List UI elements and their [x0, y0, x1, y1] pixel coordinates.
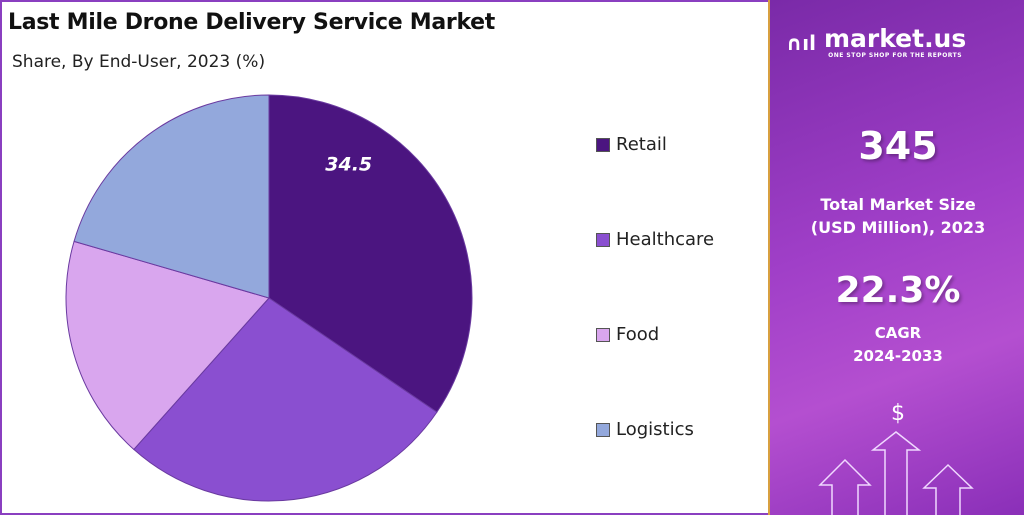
legend-item-healthcare: Healthcare [596, 229, 714, 250]
dollar-icon: $ [891, 401, 905, 426]
legend-label: Food [616, 324, 660, 345]
logo-name: market.us [823, 24, 967, 53]
logo-tagline: ONE STOP SHOP FOR THE REPORTS [828, 52, 963, 59]
pie-chart: 34.5 [65, 94, 473, 502]
cagr-period: 2024-2033 [853, 347, 943, 365]
legend-swatch [596, 422, 610, 437]
growth-arrows-icon [818, 431, 974, 515]
summary-panel: ∩ıl market.us ONE STOP SHOP FOR THE REPO… [768, 0, 1024, 515]
marketus-logo: ∩ıl market.us ONE STOP SHOP FOR THE REPO… [786, 24, 967, 60]
legend-swatch [596, 327, 610, 342]
pie-slice-logistics [73, 94, 270, 299]
legend-item-food: Food [596, 324, 659, 345]
market-size-label: Total Market Size [820, 195, 976, 214]
pie-slice-retail [268, 94, 473, 413]
legend-item-logistics: Logistics [596, 419, 694, 440]
chart-title: Last Mile Drone Delivery Service Market [8, 10, 496, 35]
legend-label: Healthcare [616, 229, 715, 250]
legend-item-retail: Retail [596, 134, 667, 155]
cagr-label: CAGR [874, 324, 922, 342]
pie-slice-healthcare [133, 297, 438, 502]
cagr-value: 22.3% [835, 270, 961, 311]
chart-subtitle: Share, By End-User, 2023 (%) [12, 52, 266, 72]
logo-mark-icon: ∩ıl [786, 30, 816, 55]
legend-swatch [596, 232, 610, 247]
legend-swatch [596, 137, 610, 152]
pie-slice-food [65, 240, 270, 451]
data-label-retail: 34.5 [325, 154, 372, 176]
market-size-unit: (USD Million), 2023 [810, 218, 986, 237]
market-size-value: 345 [858, 124, 938, 168]
legend-label: Logistics [616, 419, 694, 440]
legend-label: Retail [616, 134, 667, 155]
